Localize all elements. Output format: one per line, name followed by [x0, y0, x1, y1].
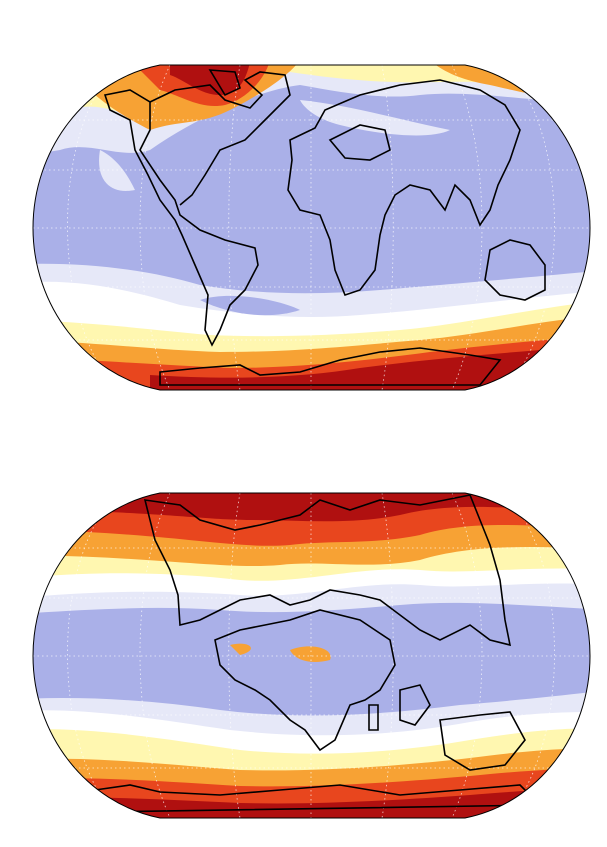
- graticule-bottom: [33, 493, 590, 818]
- top-field: [33, 65, 590, 390]
- coastlines-bottom: [94, 494, 542, 813]
- coastlines: [103, 69, 546, 386]
- top-map: [32, 64, 591, 391]
- bottom-frame: [32, 492, 591, 819]
- graticule: [33, 65, 590, 390]
- top-frame: [32, 64, 591, 391]
- bottom-map: [32, 492, 591, 819]
- bottom-field: [33, 493, 590, 818]
